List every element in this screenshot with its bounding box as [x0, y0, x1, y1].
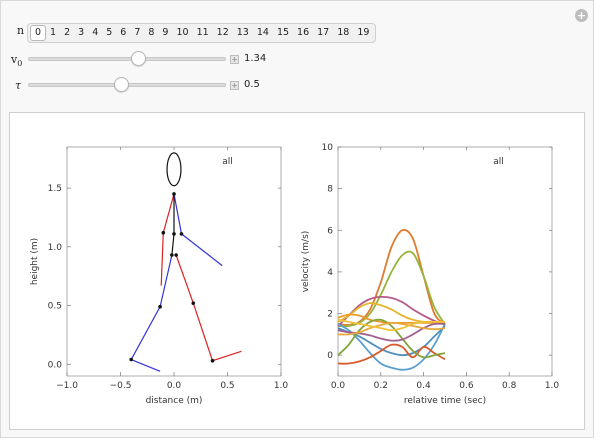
tau-slider-thumb[interactable]	[113, 77, 129, 92]
x-tick-label: −1.0	[56, 381, 78, 391]
n-option-15[interactable]: 15	[276, 27, 290, 38]
velocity-curve-11	[337, 318, 445, 332]
n-option-11[interactable]: 11	[196, 27, 209, 38]
n-option-3[interactable]: 3	[78, 27, 85, 38]
v0-value: 1.34	[244, 53, 267, 64]
n-option-8[interactable]: 8	[148, 27, 155, 38]
n-setter-bar: 0 1 2 3 4 5 6 7 8 9 10 11 12 13 14 15 16 17 18 19	[27, 23, 377, 43]
y-axis-label: velocity (m/s)	[301, 231, 311, 293]
velocity-curve-1	[337, 250, 446, 328]
joint-point	[158, 304, 162, 309]
n-option-1[interactable]: 1	[50, 27, 57, 38]
velocity-curve-10	[337, 321, 446, 336]
joint-point	[179, 232, 184, 236]
joint-point	[174, 253, 178, 257]
n-option-17[interactable]: 17	[317, 27, 330, 38]
y-tick-label: 1.0	[48, 243, 63, 253]
segment-torso	[171, 194, 175, 256]
y-tick-label: 8	[327, 185, 333, 195]
y-tick-label: 1.5	[48, 184, 62, 194]
y-tick-label: 4	[327, 268, 333, 278]
x-tick-label: 0.0	[331, 381, 346, 391]
x-axis-label: relative time (sec)	[404, 396, 486, 406]
plus-icon[interactable]: +	[575, 9, 588, 22]
n-option-10[interactable]: 10	[176, 27, 189, 38]
n-option-13[interactable]: 13	[236, 27, 249, 38]
x-tick-label: 0.6	[459, 381, 474, 391]
segment-left-leg	[175, 254, 242, 362]
plot-frame	[66, 146, 282, 377]
plot-frame	[337, 146, 553, 377]
tau-value: 0.5	[244, 79, 260, 90]
head-ellipse	[166, 152, 182, 187]
n-option-12[interactable]: 12	[216, 27, 229, 38]
n-option-9[interactable]: 9	[162, 27, 169, 38]
v0-expand-icon[interactable]: +	[230, 55, 239, 64]
joint-point	[191, 301, 196, 305]
n-option-2[interactable]: 2	[64, 27, 71, 38]
v0-slider-thumb[interactable]	[131, 51, 147, 66]
n-label: n	[17, 24, 25, 37]
n-option-14[interactable]: 14	[256, 27, 269, 38]
annotation-all: all	[493, 157, 504, 167]
n-option-7[interactable]: 7	[134, 27, 141, 38]
n-option-16[interactable]: 16	[297, 27, 310, 38]
y-tick-label: 0	[327, 351, 333, 361]
velocity-curve-5	[337, 323, 446, 371]
x-tick-label: 0.4	[416, 381, 431, 391]
x-tick-label: 0.0	[167, 381, 182, 391]
y-tick-label: 6	[327, 226, 333, 236]
joint-point	[170, 253, 174, 257]
tau-label: τ	[15, 79, 22, 92]
y-tick-label: 10	[322, 143, 334, 153]
n-option-0[interactable]: 0	[30, 25, 47, 41]
output-panel: −1.0 −0.5 0.0 0.5 1.0 0.0 0.5 1.0 1.5 distance (m…	[9, 112, 585, 430]
n-option-18[interactable]: 18	[337, 27, 350, 38]
n-option-6[interactable]: 6	[120, 27, 127, 38]
segment-right-leg	[130, 254, 173, 372]
segment-right-leg-color	[173, 193, 223, 267]
tau-expand-icon[interactable]: +	[230, 81, 239, 90]
y-tick-label: 0.0	[48, 360, 63, 370]
joint-point	[210, 358, 215, 363]
plots-svg: −1.0 −0.5 0.0 0.5 1.0 0.0 0.5 1.0 1.5 distance (m…	[30, 143, 560, 406]
v0-label: v0	[11, 53, 23, 69]
x-axis-label: distance (m)	[146, 396, 203, 406]
y-axis-label: height (m)	[30, 238, 40, 285]
x-tick-label: 0.2	[374, 381, 388, 391]
n-option-19[interactable]: 19	[357, 27, 370, 38]
joint-point	[161, 230, 166, 235]
x-tick-label: 0.8	[502, 381, 517, 391]
y-tick-label: 0.5	[48, 302, 62, 312]
x-tick-label: −0.5	[110, 381, 132, 391]
velocity-curve-7	[337, 343, 446, 365]
y-tick-label: 2	[327, 310, 333, 320]
velocity-curve-2	[337, 295, 446, 327]
x-tick-label: 1.0	[545, 381, 560, 391]
v0-slider-track[interactable]	[28, 57, 226, 61]
joint-point	[172, 232, 176, 236]
x-tick-label: 0.5	[220, 381, 234, 391]
n-option-4[interactable]: 4	[92, 27, 99, 38]
velocity-curve-8	[337, 318, 446, 359]
annotation-all: all	[222, 157, 233, 167]
n-option-5[interactable]: 5	[106, 27, 113, 38]
joint-point	[172, 192, 176, 196]
x-tick-label: 1.0	[274, 381, 289, 391]
joint-point	[129, 357, 133, 362]
